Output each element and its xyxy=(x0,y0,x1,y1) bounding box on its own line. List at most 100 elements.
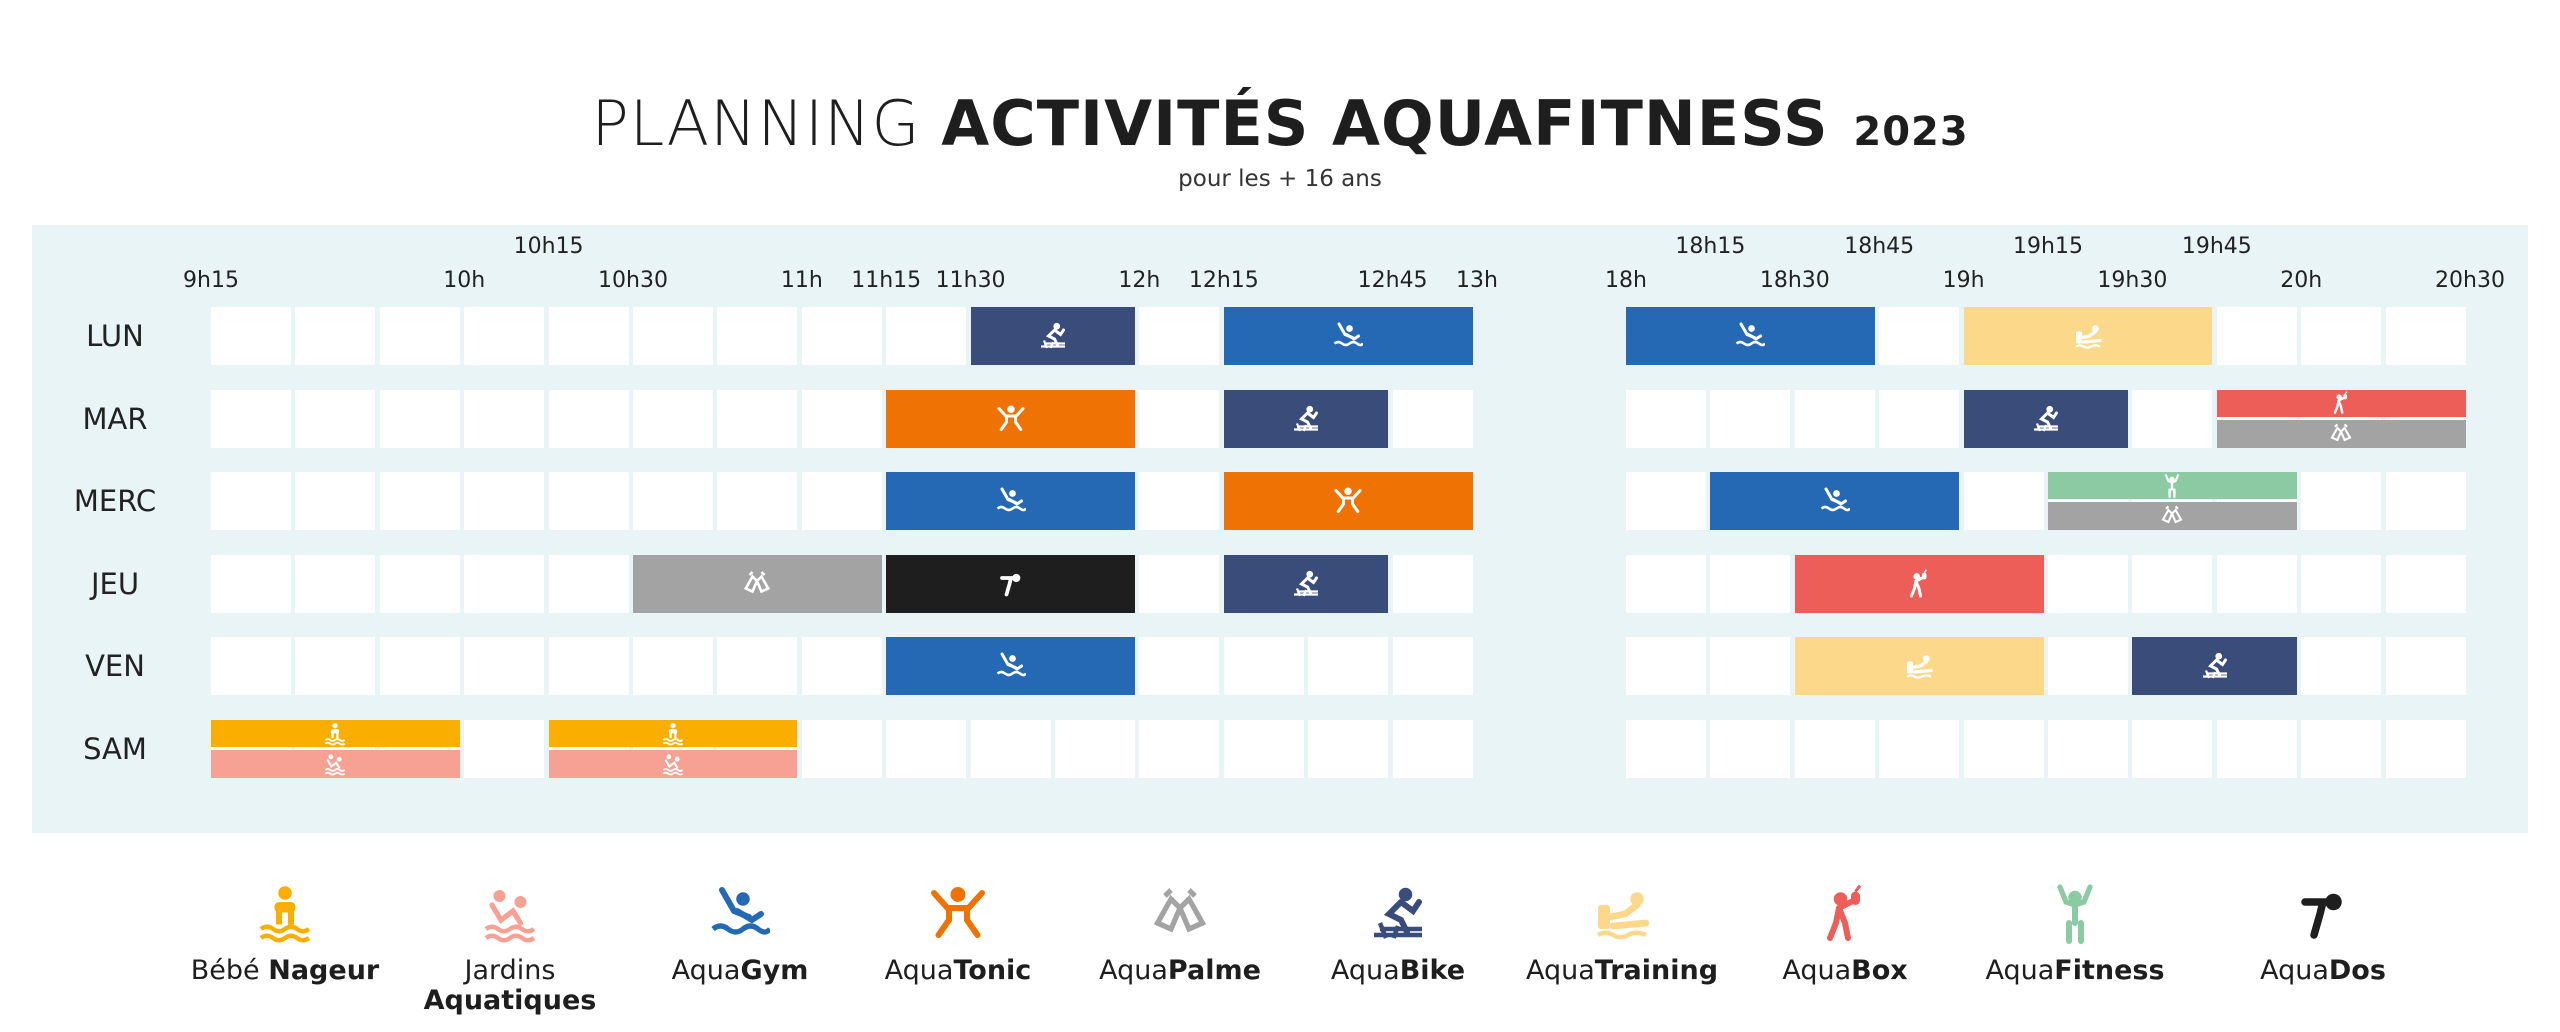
activity-block-aquabox xyxy=(1794,554,2044,613)
day-label: VEN xyxy=(85,649,145,684)
empty-slot xyxy=(464,720,545,778)
empty-slot xyxy=(717,472,798,531)
empty-slot xyxy=(1879,389,1960,448)
activity-block-jardins-aquatiques xyxy=(211,750,460,778)
empty-slot xyxy=(717,637,798,696)
time-label: 20h xyxy=(2280,268,2323,293)
legend-label: AquaBike xyxy=(1288,956,1508,986)
empty-slot xyxy=(1626,389,1706,448)
aquabike-icon xyxy=(1288,880,1508,944)
empty-slot xyxy=(2301,720,2382,778)
empty-slot xyxy=(2216,554,2297,613)
time-label: 11h xyxy=(780,268,823,293)
legend-label: AquaFitness xyxy=(1965,956,2185,986)
empty-slot xyxy=(548,307,629,365)
aquapalme-icon xyxy=(2329,422,2353,446)
legend-label: Bébé Nageur xyxy=(175,956,395,986)
activity-block-aquabike xyxy=(1223,389,1389,448)
empty-slot xyxy=(211,472,291,531)
aquabike-icon xyxy=(1038,321,1068,351)
time-label: 12h xyxy=(1118,268,1161,293)
legend-label-bold: Palme xyxy=(1167,955,1261,986)
time-label: 13h xyxy=(1456,268,1498,293)
empty-slot xyxy=(548,637,629,696)
legend-item-aquados: AquaDos xyxy=(2213,880,2433,986)
page-title: PLANNING ACTIVITÉS AQUAFITNESS 2023 xyxy=(0,88,2560,168)
empty-slot xyxy=(1055,720,1135,778)
legend-label: AquaBox xyxy=(1735,956,1955,986)
aquagym-icon xyxy=(1333,321,1364,351)
page-subtitle: pour les + 16 ans xyxy=(1178,166,1382,192)
empty-slot xyxy=(295,554,376,613)
legend-label-bold: Gym xyxy=(740,955,809,986)
activity-block-aquafitness xyxy=(2048,472,2297,500)
empty-slot xyxy=(717,389,798,448)
day-label: SAM xyxy=(83,732,147,766)
empty-slot xyxy=(464,389,545,448)
empty-slot xyxy=(2301,472,2382,531)
activity-block-aquatonic xyxy=(1223,472,1473,531)
empty-slot xyxy=(2132,554,2213,613)
day-label: MAR xyxy=(82,401,148,436)
bebe-nageur-icon xyxy=(323,722,347,746)
time-label: 18h45 xyxy=(1844,234,1915,259)
title-bold: ACTIVITÉS AQUAFITNESS xyxy=(941,87,1829,160)
empty-slot xyxy=(886,720,967,778)
time-label: 18h15 xyxy=(1675,234,1746,259)
activity-block-aquatonic xyxy=(886,389,1135,448)
empty-slot xyxy=(548,389,629,448)
empty-slot xyxy=(1710,389,1791,448)
empty-slot xyxy=(211,554,291,613)
empty-slot xyxy=(379,637,460,696)
activity-block-aquagym xyxy=(1223,307,1473,365)
empty-slot xyxy=(2385,554,2466,613)
empty-slot xyxy=(1223,720,1304,778)
legend-item-jardins-aquatiques: Jardins Aquatiques xyxy=(400,880,620,1016)
empty-slot xyxy=(379,307,460,365)
aquatonic-icon xyxy=(996,404,1026,434)
aquatraining-icon xyxy=(1904,651,1934,681)
jardins-aquatiques-icon xyxy=(661,752,685,776)
aquagym-icon xyxy=(996,486,1026,516)
empty-slot xyxy=(379,554,460,613)
aquabox-icon xyxy=(1904,569,1934,599)
aquados-icon xyxy=(996,569,1026,599)
time-label: 19h xyxy=(1942,268,1985,293)
empty-slot xyxy=(2385,472,2466,531)
aquagym-swimmer-icon xyxy=(630,880,850,944)
empty-slot xyxy=(1626,720,1706,778)
empty-slot xyxy=(379,389,460,448)
time-label: 18h30 xyxy=(1759,268,1830,293)
empty-slot xyxy=(464,472,545,531)
empty-slot xyxy=(211,637,291,696)
activity-block-jardins-aquatiques xyxy=(548,750,798,778)
legend-label-bold: Dos xyxy=(2328,955,2386,986)
empty-slot xyxy=(1223,637,1304,696)
activity-block-aquagym xyxy=(1626,307,1875,365)
legend-label-light: Aqua xyxy=(1099,955,1168,986)
time-label: 10h15 xyxy=(513,234,584,259)
legend-label-bold: Tonic xyxy=(953,955,1032,986)
legend-label-bold: Aquatiques xyxy=(423,985,597,1016)
title-light: PLANNING xyxy=(591,87,921,160)
water-garden-icon xyxy=(400,880,620,944)
empty-slot xyxy=(2301,554,2382,613)
empty-slot xyxy=(801,637,882,696)
legend-label-light: Bébé xyxy=(190,955,269,986)
legend-item-aquatonic: AquaTonic xyxy=(848,880,1068,986)
aquabike-icon xyxy=(1291,569,1321,599)
empty-slot xyxy=(1879,307,1960,365)
empty-slot xyxy=(295,637,376,696)
empty-slot xyxy=(633,307,713,365)
empty-slot xyxy=(211,307,291,365)
legend-label: AquaGym xyxy=(630,956,850,986)
empty-slot xyxy=(2132,720,2213,778)
aquatraining-icon xyxy=(2073,321,2103,351)
legend-label: AquaTraining xyxy=(1512,956,1732,986)
legend-label-light: Aqua xyxy=(2260,955,2329,986)
empty-slot xyxy=(1139,720,1220,778)
empty-slot xyxy=(2385,307,2466,365)
empty-slot xyxy=(1879,720,1960,778)
aquatonic-icon xyxy=(1333,486,1363,516)
day-label: JEU xyxy=(90,566,140,601)
